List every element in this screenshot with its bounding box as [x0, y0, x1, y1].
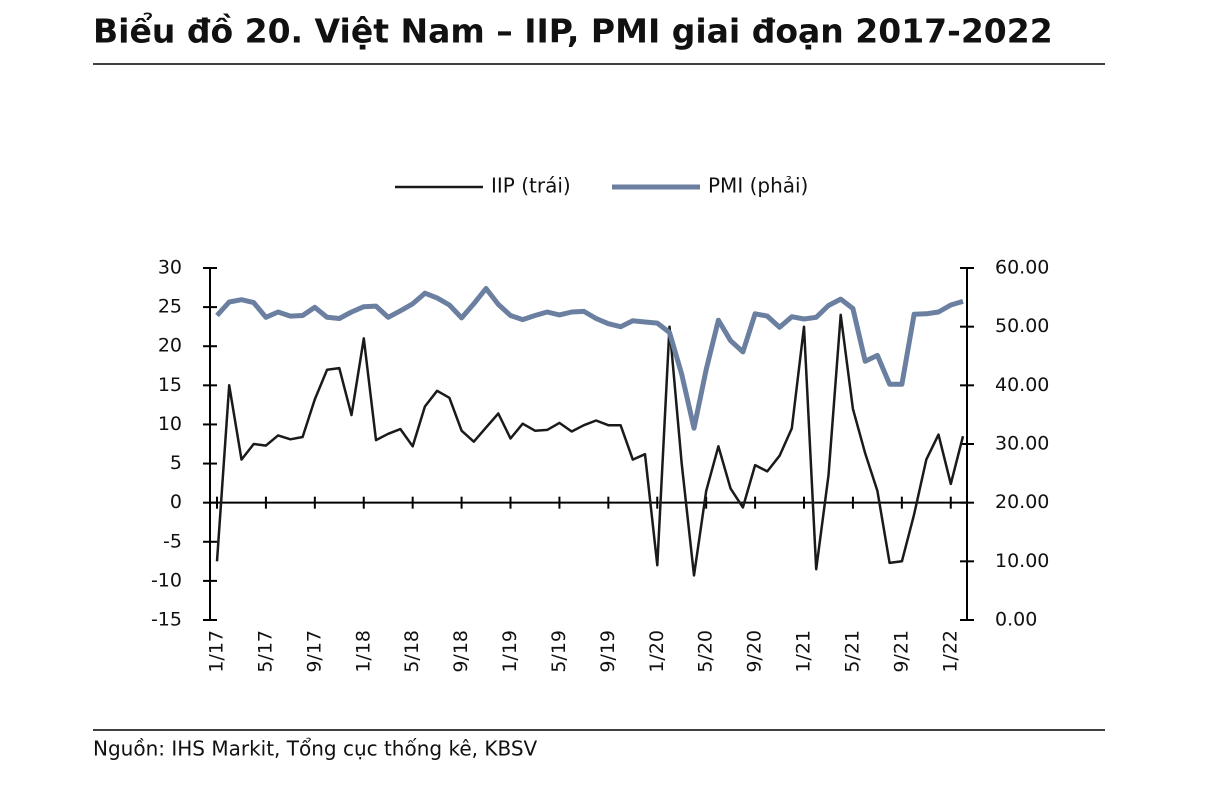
y-tick-label: 30: [158, 257, 182, 279]
x-tick-label: 5/18: [401, 630, 423, 673]
y-tick-label: 25: [158, 296, 182, 318]
x-tick-label: 5/20: [695, 630, 717, 673]
x-tick-label: 5/21: [841, 630, 863, 673]
x-tick-label: 9/18: [450, 630, 472, 673]
x-tick-label: 9/20: [744, 630, 766, 673]
x-tick-label: 5/17: [254, 630, 276, 673]
y-tick-label: 0: [170, 491, 182, 513]
legend-label: PMI (phải): [708, 174, 808, 198]
source: Nguồn: IHS Markit, Tổng cục thống kê, KB…: [93, 737, 538, 761]
x-tick-label: 9/17: [303, 630, 325, 673]
legend-label: IIP (trái): [491, 174, 571, 198]
y2-tick-label: 40.00: [995, 374, 1049, 396]
series-line: [215, 313, 965, 577]
y-tick-label: -15: [151, 609, 182, 631]
x-tick-label: 9/21: [890, 630, 912, 673]
x-tick-label: 1/20: [646, 630, 668, 673]
y-tick-label: -5: [163, 530, 182, 552]
y2-tick-label: 50.00: [995, 315, 1049, 337]
x-tick-label: 1/17: [206, 630, 228, 673]
y2-tick-label: 10.00: [995, 550, 1049, 572]
y2-tick-label: 20.00: [995, 491, 1049, 513]
y2-tick-label: 0.00: [995, 609, 1037, 631]
x-tick-label: 1/18: [352, 630, 374, 673]
chart-title: Biểu đồ 20. Việt Nam – IIP, PMI giai đoạ…: [93, 11, 1053, 51]
y-tick-label: 20: [158, 335, 182, 357]
y2-tick-label: 60.00: [995, 257, 1049, 279]
y2-tick-label: 30.00: [995, 433, 1049, 455]
x-tick-label: 1/21: [793, 630, 815, 673]
y-tick-label: 5: [170, 452, 182, 474]
x-tick-label: 1/22: [939, 630, 961, 673]
y-tick-label: 10: [158, 413, 182, 435]
x-tick-label: 9/19: [597, 630, 619, 673]
series-line: [215, 286, 964, 431]
y-tick-label: 15: [158, 374, 182, 396]
y-tick-label: -10: [151, 569, 182, 591]
x-tick-label: 1/19: [499, 630, 521, 673]
x-tick-label: 5/19: [548, 630, 570, 673]
